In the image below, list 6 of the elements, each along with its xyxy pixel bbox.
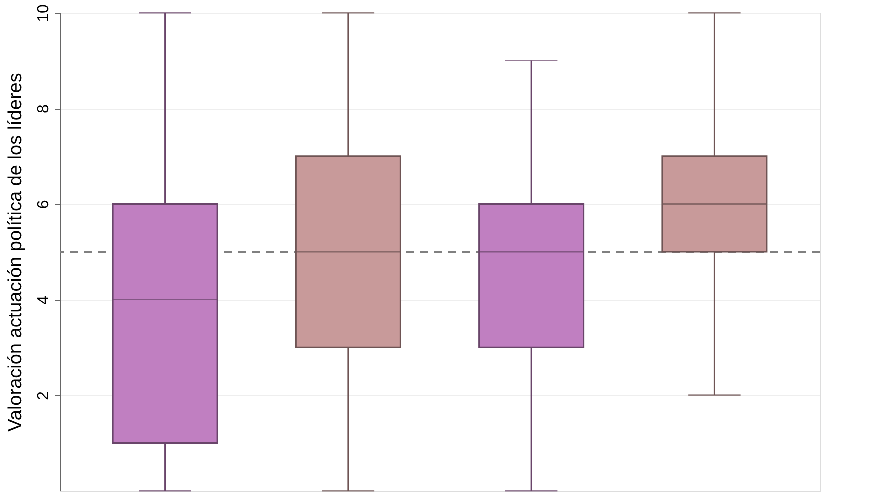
y-tick-label: 2	[36, 391, 52, 400]
y-tick-label: 4	[36, 296, 52, 305]
y-axis-title: Valoración actuación política de los líderes	[6, 73, 26, 432]
y-tick-label: 8	[36, 104, 52, 114]
y-tick-label: 10	[36, 4, 52, 22]
y-tick-label: 6	[36, 200, 52, 210]
